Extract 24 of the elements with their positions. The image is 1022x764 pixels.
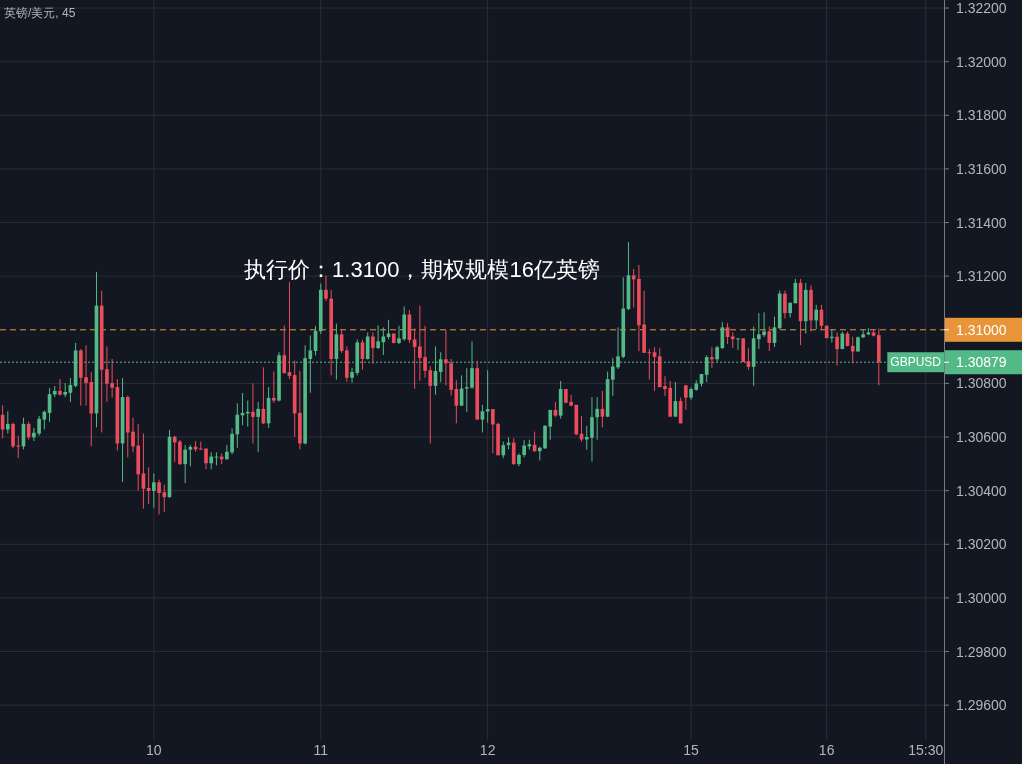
- y-tick-label: 1.29800: [956, 643, 1007, 660]
- y-tick-label: 1.29600: [956, 697, 1007, 714]
- x-tick-label: 15: [683, 742, 700, 758]
- y-tick-label: 1.32200: [956, 0, 1007, 17]
- y-tick-label: 1.31800: [956, 107, 1007, 124]
- y-tick-label: 1.31000: [956, 321, 1007, 338]
- ref-line-label: GBPUSD: [890, 355, 942, 370]
- x-tick-label: 10: [146, 742, 162, 758]
- y-tick-label: 1.31600: [956, 160, 1007, 177]
- annotation: 执行价：1.3100，期权规模16亿英镑: [244, 256, 600, 282]
- y-tick-label: 1.30400: [956, 482, 1007, 499]
- y-tick-label: 1.31400: [956, 214, 1007, 231]
- x-tick-label: 12: [479, 742, 496, 758]
- y-tick-label: 1.30200: [956, 536, 1007, 553]
- y-tick-label: 1.30000: [956, 589, 1007, 606]
- x-tick-label: 15:30: [908, 742, 944, 758]
- y-tick-label: 1.30600: [956, 429, 1007, 446]
- y-tick-label: 1.30800: [956, 375, 1007, 392]
- x-tick-label: 16: [818, 742, 835, 758]
- y-tick-label: 1.32000: [956, 53, 1007, 70]
- text: 英镑/美元, 45: [4, 6, 76, 20]
- y-tick-label: 1.31200: [956, 268, 1007, 285]
- y-tick-label: 1.30879: [956, 354, 1007, 371]
- x-tick-label: 11: [313, 742, 329, 758]
